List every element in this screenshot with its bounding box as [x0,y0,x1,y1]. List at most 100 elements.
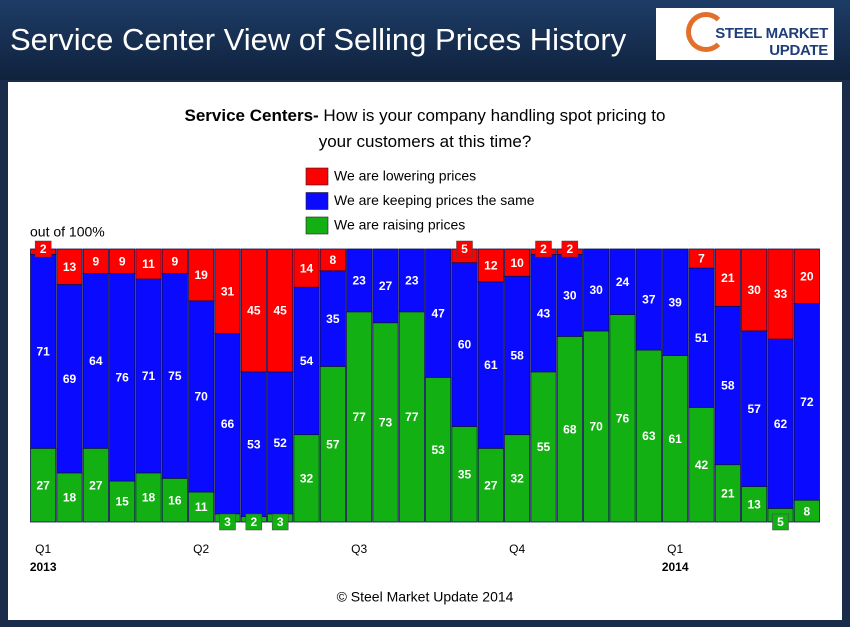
value-label: 64 [89,354,103,368]
value-label: 3 [224,515,231,529]
bar-segment [56,284,83,474]
value-label-box [245,513,263,531]
x-tick-label: Q2 [193,542,209,556]
bar-segment [714,305,741,466]
legend-swatch [305,167,329,186]
value-label: 30 [747,283,761,297]
value-label: 58 [721,379,735,393]
bar-segment [477,447,504,523]
value-label-box [271,513,289,531]
value-label-box [535,240,552,258]
value-label: 68 [563,422,577,436]
bar-segment [398,248,425,313]
value-label: 13 [747,497,761,511]
logo-ring [686,12,726,52]
bar-segment [425,376,452,523]
bar-segment [609,248,636,315]
bar-segment [267,248,294,373]
value-label: 61 [668,432,682,446]
value-label: 33 [774,287,788,301]
value-label: 70 [194,390,208,404]
value-label: 35 [326,312,340,326]
bar-segment [214,333,241,515]
value-label-box [772,513,789,531]
value-label: 21 [721,487,735,501]
value-label: 32 [510,471,524,485]
value-label: 16 [168,493,182,507]
value-label: 7 [698,252,705,266]
bar-segment [135,472,162,523]
value-label: 2 [540,242,547,256]
value-label: 39 [668,295,682,309]
footer: © Steel Market Update 2014 [337,589,514,605]
value-label: 21 [721,271,735,285]
bar-segment [688,406,715,523]
value-label: 10 [510,256,524,270]
value-label: 45 [273,304,287,318]
value-label: 53 [431,443,445,457]
bar-segment [477,281,504,449]
value-label: 27 [379,279,393,293]
bar-segment [714,248,741,307]
bar-segment [767,338,794,509]
bar-segment [293,248,320,288]
x-tick-label: Q1 [667,542,683,556]
x-tick-label: Q1 [35,542,51,556]
value-label: 57 [326,437,340,451]
value-label: 24 [616,275,630,289]
value-label: 31 [221,284,235,298]
value-label: 11 [142,257,155,271]
value-label: 19 [194,268,208,282]
bar-segment [135,248,162,280]
bar-segment [504,434,531,523]
bar-segment [109,248,136,274]
value-label: 8 [803,504,810,518]
value-label-box [34,240,52,258]
bar-segment [319,365,346,523]
value-label: 60 [458,338,472,352]
value-label: 51 [695,331,709,345]
bar-segment [793,248,820,304]
value-label: 14 [300,261,314,275]
bar-segment [161,477,188,523]
value-label: 2 [40,242,47,256]
bar-segment [82,447,109,523]
bar-segment [240,248,267,373]
legend-swatch [305,192,329,210]
value-label-box [561,240,579,258]
legend-label: We are raising prices [334,217,465,233]
value-label: 9 [119,254,126,268]
value-label: 9 [92,254,99,268]
bar-segment [56,472,83,523]
bar-segment [714,464,741,523]
chart-title: Service Centers- How is your company han… [180,103,670,155]
x-tick-year: 2013 [30,560,57,574]
value-label: 3 [277,515,284,529]
bar-segment [346,311,373,523]
bar-segment [451,262,478,427]
bar-segment [609,314,636,523]
bar-segment [477,248,504,283]
bar-segment [530,371,557,523]
bar-segment [635,248,662,351]
value-label: 5 [777,515,784,529]
bar-segment [319,270,346,367]
bar-segment [635,349,662,523]
value-label: 27 [36,478,50,492]
bar-segment [161,248,188,274]
value-label: 20 [800,269,814,283]
bar-segment [504,248,531,277]
bar-segment [30,254,57,449]
value-label: 55 [537,440,551,454]
value-label: 69 [63,372,77,386]
value-label: 66 [221,417,235,431]
bar-segment [56,248,83,285]
value-label: 37 [642,293,656,307]
chart-title-text: How is your company handling spot pricin… [318,106,666,151]
value-label: 30 [563,289,577,303]
bar-segment [188,248,215,302]
value-label: 71 [36,345,50,359]
value-label: 61 [484,358,498,372]
bar-segment [741,330,768,487]
bar-segment [82,248,109,274]
